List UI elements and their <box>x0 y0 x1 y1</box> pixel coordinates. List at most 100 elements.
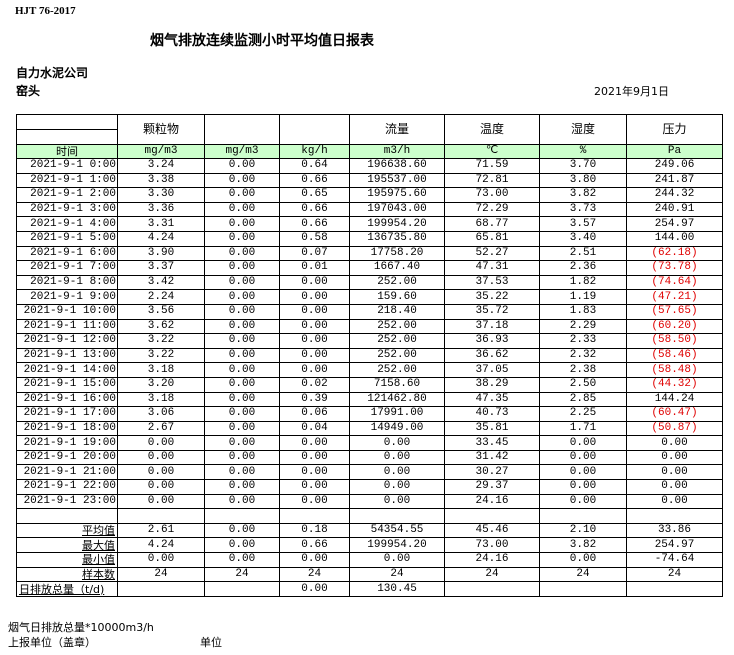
value-cell: (60.47) <box>626 406 723 422</box>
summary-value: 24 <box>444 566 540 583</box>
value-cell: 72.29 <box>444 201 540 218</box>
value-cell: 2.67 <box>117 420 205 437</box>
value-cell: 0.00 <box>204 172 280 189</box>
summary-value: 33.86 <box>626 522 723 539</box>
value-cell: 0.00 <box>204 493 280 510</box>
value-cell: 14949.00 <box>349 420 445 437</box>
time-cell: 2021-9-1 16:00 <box>16 391 118 408</box>
value-cell: (50.87) <box>626 420 723 437</box>
value-cell: 0.00 <box>279 362 350 378</box>
summary-value: 2.61 <box>117 522 205 539</box>
total-row: 日排放总量（t/d) 0.00 130.45 <box>16 581 723 597</box>
time-cell: 2021-9-1 9:00 <box>16 289 118 305</box>
value-cell: 3.30 <box>117 187 205 203</box>
value-cell: 0.00 <box>626 493 723 510</box>
value-cell: 2.36 <box>539 260 627 276</box>
value-cell: 37.53 <box>444 274 540 291</box>
value-cell: 0.00 <box>117 435 205 451</box>
value-cell: 37.18 <box>444 318 540 335</box>
value-cell: 0.00 <box>279 289 350 305</box>
summary-value: 0.00 <box>204 552 280 568</box>
value-cell: (44.32) <box>626 376 723 393</box>
header-cell: 湿度 <box>539 114 627 145</box>
time-cell: 2021-9-1 7:00 <box>16 260 118 276</box>
table-row: 2021-9-1 17:00 3.06 0.00 0.06 17991.00 40.73 2… <box>16 406 723 422</box>
summary-label: 最大值 <box>16 537 118 554</box>
summary-value: 254.97 <box>626 537 723 554</box>
value-cell: 0.07 <box>279 245 350 262</box>
total-value <box>204 581 280 597</box>
time-cell: 2021-9-1 18:00 <box>16 420 118 437</box>
value-cell: 71.59 <box>444 158 540 174</box>
total-value <box>117 581 205 597</box>
summary-value: 45.46 <box>444 522 540 539</box>
value-cell: 0.00 <box>204 158 280 174</box>
time-cell: 2021-9-1 3:00 <box>16 201 118 218</box>
value-cell: 40.73 <box>444 406 540 422</box>
value-cell: 218.40 <box>349 303 445 320</box>
value-cell: 0.00 <box>349 493 445 510</box>
value-cell: 0.00 <box>204 216 280 232</box>
header-cell: 流量 <box>349 114 445 145</box>
time-cell: 2021-9-1 23:00 <box>16 493 118 510</box>
value-cell: 2.38 <box>539 362 627 378</box>
value-cell: 0.00 <box>117 479 205 495</box>
value-cell: 3.22 <box>117 333 205 349</box>
value-cell: 3.57 <box>539 216 627 232</box>
value-cell: 0.00 <box>204 464 280 481</box>
value-cell: 121462.80 <box>349 391 445 408</box>
value-cell: 0.06 <box>279 406 350 422</box>
time-cell: 2021-9-1 19:00 <box>16 435 118 451</box>
table-row: 2021-9-1 9:00 2.24 0.00 0.00 159.60 35.22 1.19… <box>16 289 723 305</box>
value-cell: 0.00 <box>626 479 723 495</box>
unit-row: 时间 mg/m3 mg/m3 kg/h m3/h ℃% Pa <box>16 144 723 159</box>
value-cell: 3.38 <box>117 172 205 189</box>
table-row: 2021-9-1 0:00 3.24 0.00 0.64 196638.60 71.59 3… <box>16 158 723 174</box>
summary-value: 199954.20 <box>349 537 445 554</box>
summary-row: 最大值 4.24 0.00 0.66 199954.20 73.00 3.82 254.97 <box>16 537 723 554</box>
value-cell: 0.66 <box>279 216 350 232</box>
value-cell: 38.29 <box>444 376 540 393</box>
value-cell: 0.00 <box>204 347 280 364</box>
summary-row: 样本数 24 24 24 24 24 24 24 <box>16 566 723 583</box>
value-cell: 136735.80 <box>349 230 445 247</box>
total-value <box>626 581 723 597</box>
value-cell: 2.33 <box>539 333 627 349</box>
summary-value: 54354.55 <box>349 522 445 539</box>
time-cell: 2021-9-1 21:00 <box>16 464 118 481</box>
time-cell: 2021-9-1 0:00 <box>16 158 118 174</box>
time-cell: 2021-9-1 5:00 <box>16 230 118 247</box>
blank-cell <box>117 508 205 524</box>
unit-cell: m3/h <box>349 144 445 159</box>
value-cell: 1.82 <box>539 274 627 291</box>
blank-cell <box>444 508 540 524</box>
value-cell: 0.00 <box>204 420 280 437</box>
table-row: 2021-9-1 15:00 3.20 0.00 0.02 7158.60 38.29 2.… <box>16 376 723 393</box>
table-row: 2021-9-1 16:00 3.18 0.00 0.39 121462.80 47.35… <box>16 391 723 408</box>
value-cell: 35.72 <box>444 303 540 320</box>
time-cell: 2021-9-1 10:00 <box>16 303 118 320</box>
summary-value: 24 <box>204 566 280 583</box>
summary-label: 样本数 <box>16 566 118 583</box>
value-cell: 3.42 <box>117 274 205 291</box>
value-cell: 0.00 <box>539 479 627 495</box>
value-cell: 3.18 <box>117 362 205 378</box>
value-cell: 1.71 <box>539 420 627 437</box>
blank-cell <box>16 508 118 524</box>
value-cell: 0.00 <box>349 479 445 495</box>
table-row: 2021-9-1 20:00 0.00 0.00 0.00 0.00 31.42 0.00 0… <box>16 449 723 466</box>
footer-note: 烟气日排放总量*10000m3/h <box>8 621 154 634</box>
blank-cell <box>626 508 723 524</box>
value-cell: 0.00 <box>204 406 280 422</box>
report-date: 2021年9月1日 <box>594 85 669 98</box>
summary-value: 2.10 <box>539 522 627 539</box>
value-cell: 0.00 <box>204 391 280 408</box>
summary-label: 最小值 <box>16 552 118 568</box>
value-cell: 0.00 <box>279 493 350 510</box>
value-cell: 3.18 <box>117 391 205 408</box>
table-row: 2021-9-1 1:00 3.38 0.00 0.66 195537.00 72.81 3… <box>16 172 723 189</box>
summary-row: 最小值 0.00 0.00 0.00 0.00 24.16 0.00 -74.64 <box>16 552 723 568</box>
header-divider <box>17 129 117 130</box>
unit-cell: Pa <box>626 144 723 159</box>
value-cell: 199954.20 <box>349 216 445 232</box>
